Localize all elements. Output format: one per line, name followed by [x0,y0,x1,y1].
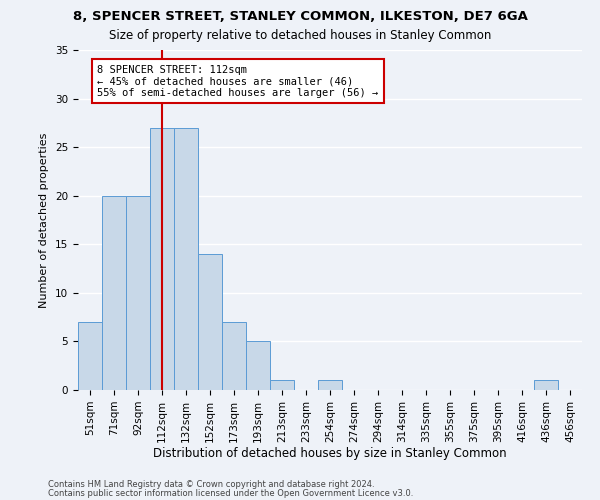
Bar [102,196,126,390]
Text: Contains HM Land Registry data © Crown copyright and database right 2024.: Contains HM Land Registry data © Crown c… [48,480,374,489]
X-axis label: Distribution of detached houses by size in Stanley Common: Distribution of detached houses by size … [153,448,507,460]
Text: Size of property relative to detached houses in Stanley Common: Size of property relative to detached ho… [109,29,491,42]
Y-axis label: Number of detached properties: Number of detached properties [40,132,49,308]
Bar [246,342,270,390]
Text: 8, SPENCER STREET, STANLEY COMMON, ILKESTON, DE7 6GA: 8, SPENCER STREET, STANLEY COMMON, ILKES… [73,10,527,23]
Text: 8 SPENCER STREET: 112sqm
← 45% of detached houses are smaller (46)
55% of semi-d: 8 SPENCER STREET: 112sqm ← 45% of detach… [97,64,379,98]
Bar [126,196,150,390]
Bar [198,254,222,390]
Text: Contains public sector information licensed under the Open Government Licence v3: Contains public sector information licen… [48,488,413,498]
Bar [78,322,102,390]
Bar [270,380,294,390]
Bar [150,128,174,390]
Bar [174,128,198,390]
Bar [222,322,246,390]
Bar [534,380,558,390]
Bar [318,380,342,390]
